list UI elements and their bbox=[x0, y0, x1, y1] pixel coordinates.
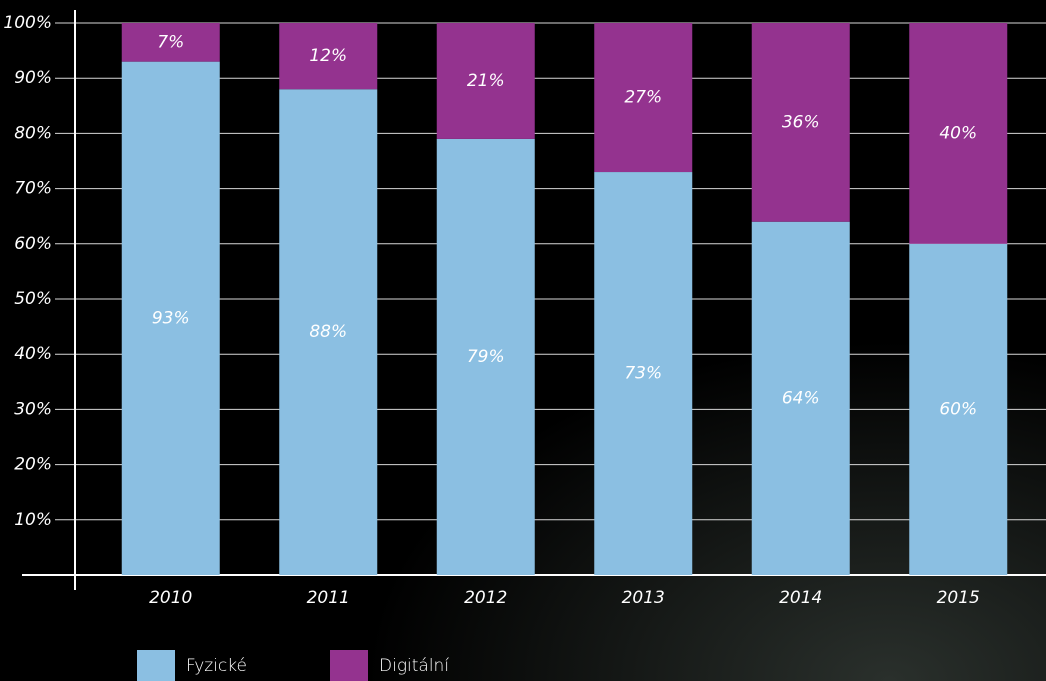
y-tick-label: 40% bbox=[14, 344, 52, 364]
data-label: 93% bbox=[152, 308, 190, 328]
x-tick-label: 2012 bbox=[464, 588, 507, 608]
data-label: 40% bbox=[939, 123, 977, 143]
x-tick-label: 2011 bbox=[307, 588, 350, 608]
data-label: 12% bbox=[309, 46, 347, 66]
data-label: 7% bbox=[157, 32, 184, 52]
data-label: 79% bbox=[467, 347, 505, 367]
legend-label: Digitální bbox=[379, 656, 449, 676]
y-tick-label: 70% bbox=[14, 179, 52, 199]
y-tick-label: 30% bbox=[14, 399, 52, 419]
data-label: 64% bbox=[782, 388, 820, 408]
y-tick-label: 60% bbox=[14, 234, 52, 254]
data-label: 36% bbox=[782, 112, 820, 132]
legend-swatch bbox=[330, 650, 368, 681]
legend-label: Fyzické bbox=[186, 656, 247, 676]
y-tick-label: 10% bbox=[14, 510, 52, 530]
data-label: 21% bbox=[467, 71, 505, 91]
chart: 10% 20% 30% 40% 50% 60% 70% 80% 90% 100% 93% 7% 2010… bbox=[0, 0, 1046, 681]
data-label: 73% bbox=[624, 364, 662, 384]
data-label: 27% bbox=[624, 88, 662, 108]
y-tick-label: 20% bbox=[14, 455, 52, 475]
x-tick-label: 2015 bbox=[937, 588, 980, 608]
data-label: 88% bbox=[309, 322, 347, 342]
legend-swatch bbox=[137, 650, 175, 681]
y-tick-label: 80% bbox=[14, 123, 52, 143]
y-tick-label: 50% bbox=[14, 289, 52, 309]
x-tick-label: 2013 bbox=[622, 588, 665, 608]
data-label: 60% bbox=[939, 399, 977, 419]
y-tick-label: 100% bbox=[3, 13, 52, 33]
x-tick-label: 2014 bbox=[779, 588, 822, 608]
x-tick-label: 2010 bbox=[149, 588, 192, 608]
y-tick-label: 90% bbox=[14, 68, 52, 88]
